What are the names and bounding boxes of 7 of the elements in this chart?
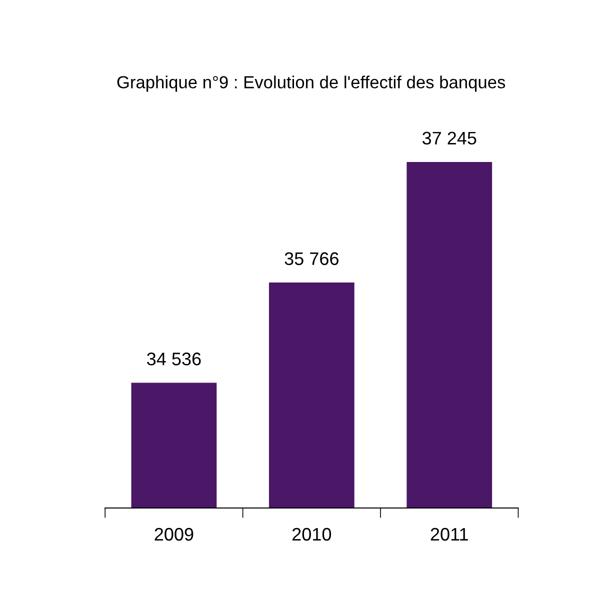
data-label: 35 766 — [284, 252, 338, 266]
chart-title: Graphique n°9 : Evolution de l'effectif des banques — [117, 76, 506, 92]
data-label: 34 536 — [147, 352, 201, 366]
x-tick-label: 2010 — [292, 528, 332, 541]
x-tick-label: 2009 — [154, 528, 194, 541]
data-label: 37 245 — [422, 132, 476, 145]
x-tick-label: 2011 — [430, 528, 468, 541]
